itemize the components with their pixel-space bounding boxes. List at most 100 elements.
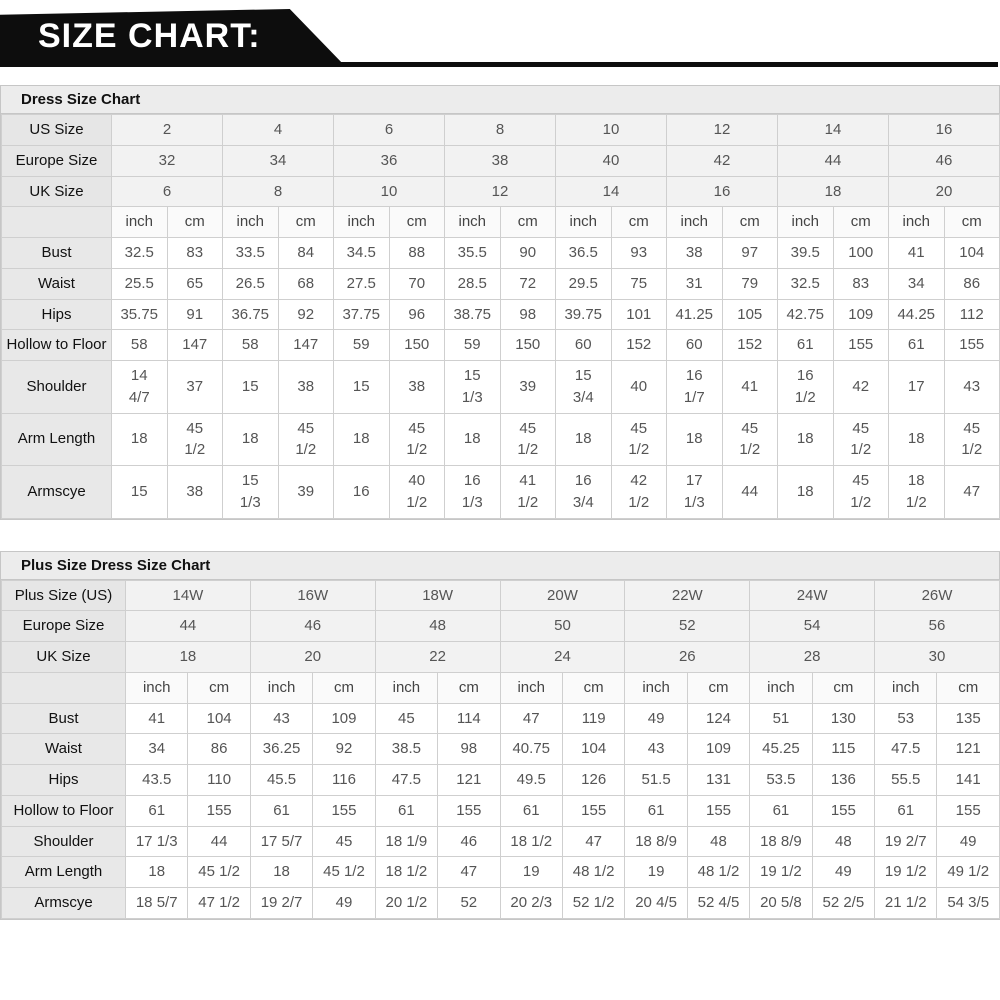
measure-row: Waist 34 86 36.25 92 38.5 98 40.75 104 43 109 45.25… bbox=[1, 733, 1000, 765]
value-cell: 36.75 bbox=[222, 298, 279, 331]
unit-inch-cell: inch bbox=[444, 206, 501, 238]
size-value-cell: 6 bbox=[333, 114, 445, 146]
charts: Dress Size Chart US Size 2 4 6 8 10 12 14 16 Europ… bbox=[0, 85, 1000, 920]
value-cell: 49.5 bbox=[499, 764, 563, 796]
value-cell: 45 1/2 bbox=[499, 412, 556, 466]
measure-row: Arm Length 18 45 1/2 18 45 1/2 18 45 1/2 18 45 1… bbox=[1, 412, 1000, 466]
banner: SIZE CHART: bbox=[0, 0, 1000, 68]
value-cell: 45 1/2 bbox=[832, 465, 889, 519]
value-cell: 19 2/7 bbox=[874, 825, 938, 858]
value-cell: 43 bbox=[624, 733, 688, 765]
size-value-cell: 18 bbox=[125, 641, 251, 673]
value-cell: 155 bbox=[312, 794, 376, 827]
value-cell: 16 3/4 bbox=[555, 465, 612, 519]
value-cell: 46 bbox=[437, 825, 501, 858]
value-cell: 47 1/2 bbox=[187, 887, 251, 919]
value-cell: 32.5 bbox=[111, 237, 168, 269]
value-cell: 61 bbox=[749, 794, 813, 827]
value-cell: 116 bbox=[312, 764, 376, 796]
units-row: inch cm inch cm inch cm inch cm inch cm inch cm inch… bbox=[1, 671, 1000, 704]
unit-cm-cell: cm bbox=[166, 206, 223, 238]
value-cell: 115 bbox=[811, 733, 876, 765]
value-cell: 131 bbox=[686, 764, 751, 796]
value-cell: 31 bbox=[666, 267, 723, 300]
size-value-cell: 48 bbox=[374, 610, 501, 642]
value-cell: 45.25 bbox=[749, 733, 813, 765]
value-cell: 72 bbox=[499, 267, 556, 300]
row-label: UK Size bbox=[1, 641, 126, 673]
unit-cm-cell: cm bbox=[499, 206, 556, 238]
size-chart-page: SIZE CHART: Dress Size Chart US Size 2 4 6 8 1… bbox=[0, 0, 1000, 920]
chart-section-title: Dress Size Chart bbox=[1, 86, 999, 114]
value-cell: 21 1/2 bbox=[874, 887, 938, 919]
unit-inch-cell: inch bbox=[333, 206, 390, 238]
value-cell: 45 1/2 bbox=[721, 412, 778, 466]
value-cell: 32.5 bbox=[777, 267, 834, 300]
value-cell: 18 1/9 bbox=[374, 825, 439, 858]
value-cell: 155 bbox=[832, 329, 889, 361]
unit-cm-cell: cm bbox=[943, 206, 1000, 238]
chart-block: Dress Size Chart US Size 2 4 6 8 10 12 14 16 Europ… bbox=[0, 85, 1000, 520]
value-cell: 18 8/9 bbox=[624, 825, 688, 858]
size-value-cell: 14 bbox=[555, 175, 667, 208]
value-cell: 45.5 bbox=[249, 764, 314, 796]
size-value-cell: 14 bbox=[777, 114, 889, 146]
value-cell: 19 2/7 bbox=[249, 887, 314, 919]
size-table: Plus Size (US) 14W 16W 18W 20W 22W 24W 26W Europ… bbox=[1, 579, 1000, 919]
measure-row: Hips 35.75 91 36.75 92 37.75 96 38.75 98 39.75 101… bbox=[1, 298, 1000, 331]
value-cell: 61 bbox=[124, 794, 189, 827]
value-cell: 17 1/3 bbox=[124, 825, 189, 858]
value-cell: 147 bbox=[277, 329, 334, 361]
value-cell: 42 bbox=[832, 360, 889, 414]
value-cell: 26.5 bbox=[222, 267, 279, 300]
value-cell: 101 bbox=[610, 298, 667, 331]
value-cell: 86 bbox=[943, 267, 1000, 300]
value-cell: 42 1/2 bbox=[610, 465, 667, 519]
size-value-cell: 14W bbox=[125, 579, 251, 612]
value-cell: 34 bbox=[888, 267, 945, 300]
value-cell: 45 1/2 bbox=[312, 856, 376, 888]
value-cell: 39.75 bbox=[555, 298, 612, 331]
value-cell: 83 bbox=[166, 237, 223, 269]
size-value-cell: 16 bbox=[888, 114, 1000, 146]
value-cell: 51.5 bbox=[624, 764, 688, 796]
value-cell: 48 bbox=[686, 825, 751, 858]
value-cell: 49 bbox=[312, 887, 376, 919]
value-cell: 19 1/2 bbox=[749, 856, 813, 888]
value-cell: 121 bbox=[437, 764, 501, 796]
chart-section-title: Plus Size Dress Size Chart bbox=[1, 551, 999, 580]
value-cell: 48 1/2 bbox=[686, 856, 751, 888]
value-cell: 124 bbox=[686, 702, 751, 735]
size-value-cell: 24W bbox=[749, 579, 876, 612]
value-cell: 49 1/2 bbox=[936, 856, 1000, 888]
value-cell: 47 bbox=[943, 465, 1000, 519]
value-cell: 41 bbox=[721, 360, 778, 414]
measure-row: Hollow to Floor 58 147 58 147 59 150 59 150 60 152… bbox=[1, 329, 1000, 361]
header-row: UK Size 6 8 10 12 14 16 18 20 bbox=[1, 175, 1000, 208]
value-cell: 61 bbox=[888, 329, 945, 361]
value-cell: 18 bbox=[444, 412, 501, 466]
row-label: Shoulder bbox=[1, 360, 112, 414]
value-cell: 37.75 bbox=[333, 298, 390, 331]
value-cell: 155 bbox=[561, 794, 626, 827]
value-cell: 43 bbox=[249, 702, 314, 735]
size-value-cell: 44 bbox=[777, 144, 889, 177]
size-value-cell: 56 bbox=[874, 610, 1000, 642]
size-value-cell: 20W bbox=[499, 579, 626, 612]
value-cell: 18 bbox=[888, 412, 945, 466]
size-value-cell: 22W bbox=[624, 579, 751, 612]
unit-inch-cell: inch bbox=[555, 206, 612, 238]
units-row: inch cm inch cm inch cm inch cm inch cm inch cm inch… bbox=[1, 206, 1000, 238]
row-label: Hollow to Floor bbox=[1, 794, 126, 827]
header-row: Europe Size 44 46 48 50 52 54 56 bbox=[1, 610, 1000, 642]
unit-inch-cell: inch bbox=[222, 206, 279, 238]
measure-row: Hips 43.5 110 45.5 116 47.5 121 49.5 126 51.5 131 5… bbox=[1, 764, 1000, 796]
measure-row: Bust 41 104 43 109 45 114 47 119 49 124 51 130 53 135 bbox=[1, 702, 1000, 735]
page-title: SIZE CHART: bbox=[38, 17, 261, 55]
value-cell: 44 bbox=[187, 825, 251, 858]
value-cell: 38.75 bbox=[444, 298, 501, 331]
value-cell: 45 bbox=[374, 702, 439, 735]
value-cell: 35.75 bbox=[111, 298, 168, 331]
row-label: Bust bbox=[1, 237, 112, 269]
size-value-cell: 28 bbox=[749, 641, 876, 673]
